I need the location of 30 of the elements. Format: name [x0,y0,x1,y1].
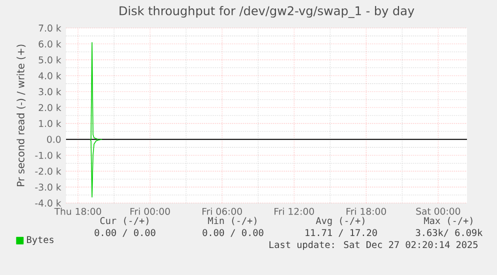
y-tick-label: 1.0 k [39,120,62,128]
text: Max (-/+) [424,216,472,226]
y-tick-label: 2.0 k [38,104,62,112]
x-tick-label: Fri 12:00 [274,208,314,215]
y-tick-label: -2.0 k [35,168,62,175]
text: Min (-/+) [208,216,256,226]
legend-label: Bytes [27,236,54,245]
text: Cur (-/+) [100,216,148,226]
y-axis-title: Pr second read (-) / write (+) [16,44,26,186]
chart-title: Disk throughput for /dev/gw2-vg/swap_1 - by day [120,6,414,18]
text: 3.63k/ 6.09k [416,228,483,237]
x-tick-label: Fri 18:00 [346,208,386,215]
x-tick-label: Sat 00:00 [416,208,460,215]
x-tick-label: Fri 00:00 [130,208,170,215]
y-tick-label: 7.0 k [38,24,62,32]
text: Avg (-/+) [316,216,364,226]
x-tick-label: Thu 18:00 [54,208,102,215]
y-tick-label: -3.0 k [35,183,62,191]
y-tick-label: 0.0 [47,136,61,143]
y-tick-label: 5.0 k [38,56,62,64]
text: 11.71 / 17.20 [306,229,377,237]
text: 0.00 / 0.00 [94,229,156,237]
y-tick-label: -1.0 k [35,152,62,159]
text: Last update: Sat Dec 27 02:20:14 2025 [269,240,478,250]
y-tick-label: 6.0 k [38,40,62,48]
x-tick-label: Fri 06:00 [202,208,242,215]
y-tick-label: 3.0 k [38,88,62,96]
y-tick-label: 4.0 k [38,72,62,80]
text: 0.00 / 0.00 [202,229,264,237]
y-tick-label: -4.0 k [35,199,62,207]
